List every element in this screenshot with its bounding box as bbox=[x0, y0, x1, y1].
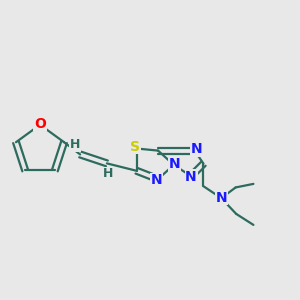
Text: O: O bbox=[34, 116, 46, 130]
Text: N: N bbox=[169, 157, 180, 171]
Text: N: N bbox=[190, 142, 202, 156]
Text: N: N bbox=[151, 173, 162, 187]
Text: N: N bbox=[215, 190, 227, 205]
Text: H: H bbox=[103, 167, 114, 180]
Text: S: S bbox=[130, 140, 140, 154]
Text: H: H bbox=[70, 138, 80, 152]
Text: N: N bbox=[185, 170, 197, 184]
